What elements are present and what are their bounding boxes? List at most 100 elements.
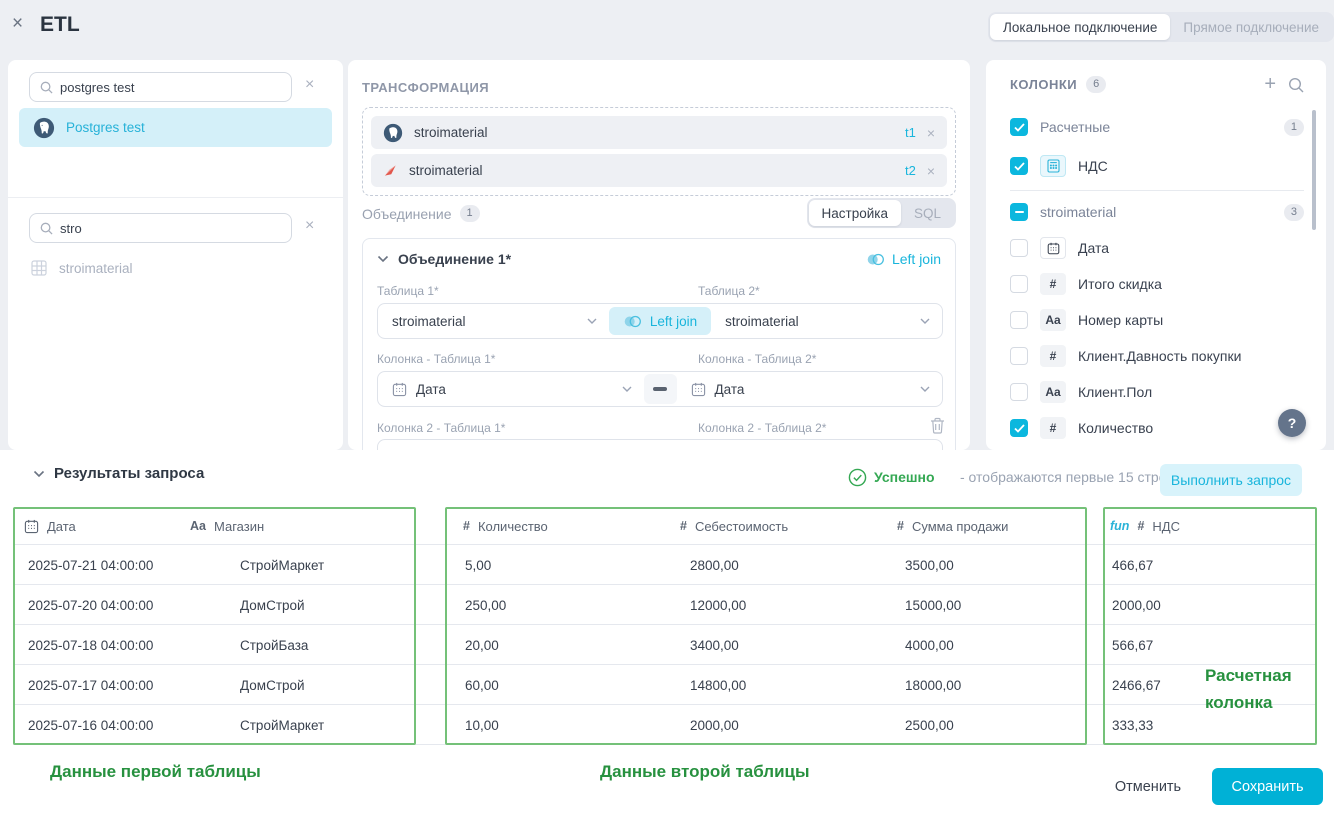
tab-direct-connection[interactable]: Прямое подключение — [1170, 14, 1332, 40]
checkbox-indeterminate[interactable] — [1010, 203, 1028, 221]
cell-cost: 2800,00 — [690, 557, 739, 573]
header-date[interactable]: Дата — [24, 507, 76, 545]
add-column-icon[interactable]: + — [1264, 73, 1276, 95]
remove-table-icon[interactable]: × — [926, 124, 935, 141]
header-cost[interactable]: # Себестоимость — [680, 507, 788, 545]
cell-sum: 18000,00 — [905, 677, 962, 693]
table-search[interactable] — [29, 213, 292, 243]
join-operator-equals[interactable] — [643, 374, 677, 404]
trash-icon[interactable] — [930, 417, 945, 434]
cell-qty: 250,00 — [465, 597, 507, 613]
connection-item-label: Postgres test — [66, 120, 145, 135]
columns-count-badge: 6 — [1086, 76, 1107, 93]
scrollbar[interactable] — [1312, 110, 1316, 230]
table-row[interactable]: 2025-07-20 04:00:00 ДомСтрой 250,00 1200… — [13, 585, 1317, 625]
save-button[interactable]: Сохранить — [1212, 768, 1323, 805]
table-search-input[interactable] — [60, 220, 281, 236]
table-item-stroimaterial[interactable]: stroimaterial — [31, 252, 321, 284]
search-columns-icon[interactable] — [1288, 77, 1304, 93]
join-type-selector[interactable]: Left join — [866, 251, 941, 267]
collapse-chevron-icon[interactable] — [377, 255, 389, 263]
table-row[interactable]: 2025-07-18 04:00:00 СтройБаза 20,00 3400… — [13, 625, 1317, 665]
column-item-kolichestvo[interactable]: # Количество — [1010, 410, 1304, 446]
close-icon[interactable]: × — [12, 13, 24, 34]
search-icon — [40, 222, 53, 235]
clear-table-search-icon[interactable]: × — [305, 217, 315, 234]
join-type-button[interactable]: Left join — [608, 307, 712, 335]
table-row[interactable]: 2025-07-21 04:00:00 СтройМаркет 5,00 280… — [13, 545, 1317, 585]
table2-select[interactable]: stroimaterial — [711, 304, 942, 338]
table1-select[interactable]: stroimaterial — [378, 304, 609, 338]
calendar-icon — [392, 382, 407, 397]
table-item-label: stroimaterial — [59, 260, 133, 276]
column-label: Количество — [1078, 420, 1154, 436]
column-label: Клиент.Давность покупки — [1078, 348, 1242, 364]
checkbox-unchecked[interactable] — [1010, 311, 1028, 329]
join-tables-row: stroimaterial Left join stroimaterial — [377, 303, 943, 339]
checkbox-unchecked[interactable] — [1010, 239, 1028, 257]
header-shop[interactable]: Aa Магазин — [190, 507, 264, 545]
cell-vat: 2466,67 — [1112, 677, 1161, 693]
cell-sum: 15000,00 — [905, 597, 962, 613]
sources-panel: × Postgres test × stroimaterial — [8, 60, 343, 450]
column-label: Дата — [1078, 240, 1110, 256]
table-row[interactable]: 2025-07-16 04:00:00 СтройМаркет 10,00 20… — [13, 705, 1317, 745]
column-group-stroimaterial[interactable]: stroimaterial 3 — [1010, 194, 1304, 230]
checkbox-checked[interactable] — [1010, 118, 1028, 136]
header-label: Количество — [477, 518, 548, 534]
join-count-badge: 1 — [459, 205, 480, 222]
header-label: НДС — [1152, 518, 1180, 534]
cell-sum: 3500,00 — [905, 557, 954, 573]
transform-table-row-t2[interactable]: stroimaterial t2 × — [371, 154, 947, 187]
checkbox-unchecked[interactable] — [1010, 383, 1028, 401]
checkbox-checked[interactable] — [1010, 419, 1028, 437]
column-item-data[interactable]: Дата — [1010, 230, 1304, 266]
transformation-drop-zone[interactable]: stroimaterial t1 × stroimaterial t2 × — [362, 107, 956, 196]
header-qty[interactable]: # Количество — [463, 507, 548, 545]
collapse-chevron-icon[interactable] — [33, 470, 45, 478]
column-group-calculated[interactable]: Расчетные 1 — [1010, 109, 1304, 145]
connection-item-postgres-test[interactable]: Postgres test — [19, 108, 332, 147]
header-sum[interactable]: # Сумма продажи — [897, 507, 1008, 545]
postgres-icon — [383, 123, 403, 143]
checkbox-unchecked[interactable] — [1010, 275, 1028, 293]
clear-connection-search-icon[interactable]: × — [305, 76, 315, 93]
annotation-calc-column: Расчетная колонка — [1205, 666, 1292, 712]
chevron-down-icon — [622, 386, 632, 392]
join-section-label: Объединение 1 — [362, 205, 480, 222]
column1-value: Дата — [416, 381, 446, 397]
cell-vat: 2000,00 — [1112, 597, 1161, 613]
column-item-davnost-pokupki[interactable]: # Клиент.Давность покупки — [1010, 338, 1304, 374]
cell-shop: СтройБаза — [240, 637, 309, 653]
column-item-nds[interactable]: НДС — [1010, 148, 1304, 184]
tab-local-connection[interactable]: Локальное подключение — [990, 14, 1171, 40]
header-vat[interactable]: fun # НДС — [1110, 507, 1180, 545]
tab-sql[interactable]: SQL — [901, 200, 954, 226]
connection-search-input[interactable] — [60, 79, 281, 95]
tab-settings[interactable]: Настройка — [808, 200, 901, 226]
table-alias: t2 — [904, 163, 916, 178]
remove-table-icon[interactable]: × — [926, 162, 935, 179]
column-label: Номер карты — [1078, 312, 1164, 328]
cancel-button[interactable]: Отменить — [1108, 768, 1188, 805]
cell-cost: 14800,00 — [690, 677, 747, 693]
header-label: Себестоимость — [694, 518, 789, 534]
left-join-icon — [867, 253, 884, 265]
connection-search[interactable] — [29, 72, 292, 102]
run-query-button[interactable]: Выполнить запрос — [1160, 464, 1302, 496]
header-label: Магазин — [213, 518, 265, 534]
checkbox-unchecked[interactable] — [1010, 347, 1028, 365]
column2-select[interactable]: Дата — [677, 372, 943, 406]
help-button[interactable]: ? — [1278, 409, 1306, 437]
group-label: Расчетные — [1040, 119, 1111, 135]
table-row[interactable]: 2025-07-17 04:00:00 ДомСтрой 60,00 14800… — [13, 665, 1317, 705]
column-label: Клиент.Пол — [1078, 384, 1153, 400]
column-item-klient-pol[interactable]: Aa Клиент.Пол — [1010, 374, 1304, 410]
column1-select[interactable]: Дата — [378, 372, 644, 406]
column-item-itogo-skidka[interactable]: # Итого скидка — [1010, 266, 1304, 302]
checkbox-checked[interactable] — [1010, 157, 1028, 175]
join-columns2-row[interactable] — [377, 439, 943, 450]
transform-table-row-t1[interactable]: stroimaterial t1 × — [371, 116, 947, 149]
column-item-nomer-karty[interactable]: Aa Номер карты — [1010, 302, 1304, 338]
dart-icon — [383, 163, 398, 178]
